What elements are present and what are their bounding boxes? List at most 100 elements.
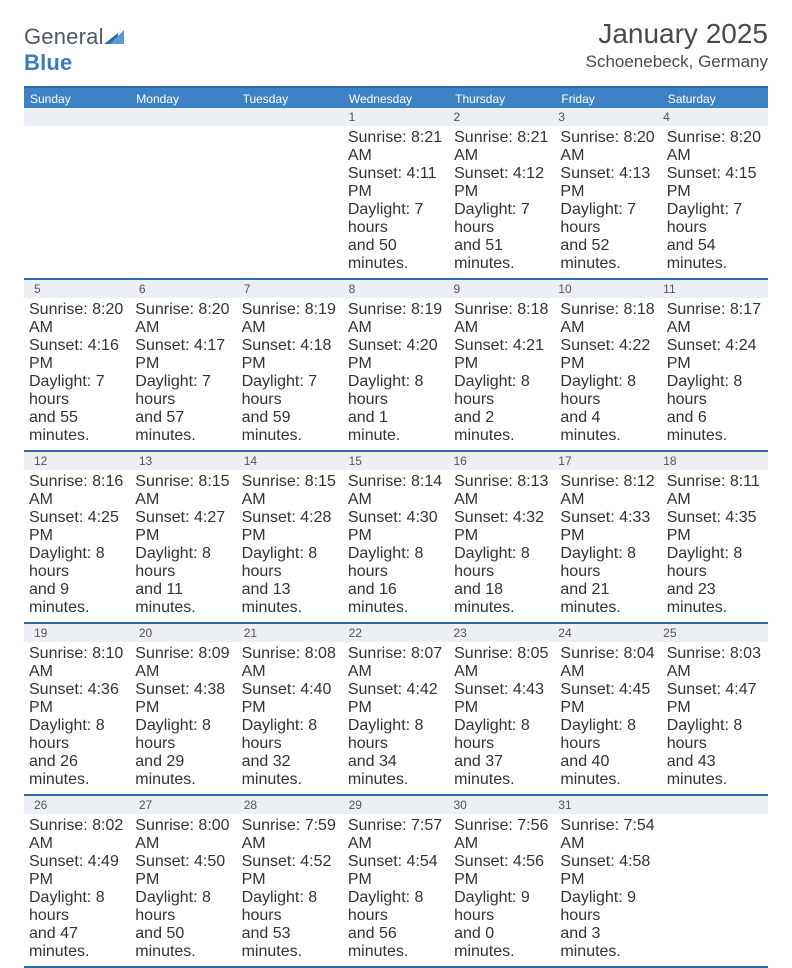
day-info: Sunrise: 8:02 AMSunset: 4:49 PMDaylight:… <box>29 817 125 961</box>
sunrise-text: Sunrise: 8:05 AM <box>454 645 550 681</box>
day-cell: Sunrise: 8:19 AMSunset: 4:18 PMDaylight:… <box>237 298 343 450</box>
day-number: 17 <box>553 454 658 468</box>
day-number: 22 <box>344 626 449 640</box>
day-info: Sunrise: 8:10 AMSunset: 4:36 PMDaylight:… <box>29 645 125 789</box>
sunrise-text: Sunrise: 8:18 AM <box>560 301 656 337</box>
day-number: 6 <box>134 282 239 296</box>
day-number <box>134 110 239 124</box>
daylight-line2: and 37 minutes. <box>454 753 550 789</box>
day-cell: Sunrise: 7:54 AMSunset: 4:58 PMDaylight:… <box>555 814 661 966</box>
sunrise-text: Sunrise: 7:54 AM <box>560 817 656 853</box>
daylight-line1: Daylight: 8 hours <box>560 717 656 753</box>
daylight-line1: Daylight: 8 hours <box>135 889 231 925</box>
dow-saturday: Saturday <box>662 88 768 108</box>
daylight-line1: Daylight: 8 hours <box>29 889 125 925</box>
daylight-line2: and 6 minutes. <box>667 409 763 445</box>
day-info: Sunrise: 8:18 AMSunset: 4:21 PMDaylight:… <box>454 301 550 445</box>
day-info: Sunrise: 8:20 AMSunset: 4:17 PMDaylight:… <box>135 301 231 445</box>
logo: GeneralBlue <box>24 24 124 76</box>
day-cell: Sunrise: 8:10 AMSunset: 4:36 PMDaylight:… <box>24 642 130 794</box>
day-cell: Sunrise: 8:05 AMSunset: 4:43 PMDaylight:… <box>449 642 555 794</box>
daylight-line1: Daylight: 7 hours <box>29 373 125 409</box>
day-cell: Sunrise: 8:03 AMSunset: 4:47 PMDaylight:… <box>662 642 768 794</box>
week-row: 262728293031Sunrise: 8:02 AMSunset: 4:49… <box>24 796 768 968</box>
daylight-line1: Daylight: 8 hours <box>242 545 338 581</box>
week-row: 19202122232425Sunrise: 8:10 AMSunset: 4:… <box>24 624 768 796</box>
sunrise-text: Sunrise: 8:09 AM <box>135 645 231 681</box>
calendar-document: { "logo": { "text_general": "General", "… <box>0 0 792 612</box>
day-info: Sunrise: 8:03 AMSunset: 4:47 PMDaylight:… <box>667 645 763 789</box>
daylight-line2: and 52 minutes. <box>560 237 656 273</box>
daylight-line2: and 53 minutes. <box>242 925 338 961</box>
day-number: 10 <box>553 282 658 296</box>
day-of-week-row: Sunday Monday Tuesday Wednesday Thursday… <box>24 86 768 108</box>
sunset-text: Sunset: 4:21 PM <box>454 337 550 373</box>
daylight-line1: Daylight: 7 hours <box>667 201 763 237</box>
day-cell: Sunrise: 7:56 AMSunset: 4:56 PMDaylight:… <box>449 814 555 966</box>
day-number: 25 <box>658 626 763 640</box>
day-number: 24 <box>553 626 658 640</box>
day-number-strip: 1234 <box>24 108 768 126</box>
sunrise-text: Sunrise: 7:56 AM <box>454 817 550 853</box>
day-info: Sunrise: 8:16 AMSunset: 4:25 PMDaylight:… <box>29 473 125 617</box>
day-cell: Sunrise: 7:57 AMSunset: 4:54 PMDaylight:… <box>343 814 449 966</box>
day-cell: Sunrise: 8:08 AMSunset: 4:40 PMDaylight:… <box>237 642 343 794</box>
day-info: Sunrise: 8:04 AMSunset: 4:45 PMDaylight:… <box>560 645 656 789</box>
day-info: Sunrise: 8:07 AMSunset: 4:42 PMDaylight:… <box>348 645 444 789</box>
sunrise-text: Sunrise: 8:20 AM <box>135 301 231 337</box>
day-cell: Sunrise: 8:20 AMSunset: 4:13 PMDaylight:… <box>555 126 661 278</box>
sunset-text: Sunset: 4:35 PM <box>667 509 763 545</box>
daylight-line2: and 54 minutes. <box>667 237 763 273</box>
week-row: 567891011Sunrise: 8:20 AMSunset: 4:16 PM… <box>24 280 768 452</box>
sunrise-text: Sunrise: 8:13 AM <box>454 473 550 509</box>
daylight-line1: Daylight: 8 hours <box>242 889 338 925</box>
sunrise-text: Sunrise: 8:16 AM <box>29 473 125 509</box>
sunrise-text: Sunrise: 8:19 AM <box>348 301 444 337</box>
day-info: Sunrise: 8:18 AMSunset: 4:22 PMDaylight:… <box>560 301 656 445</box>
sunrise-text: Sunrise: 8:02 AM <box>29 817 125 853</box>
day-number: 23 <box>448 626 553 640</box>
daylight-line1: Daylight: 8 hours <box>348 717 444 753</box>
day-cell: Sunrise: 8:15 AMSunset: 4:27 PMDaylight:… <box>130 470 236 622</box>
weeks-container: 1234Sunrise: 8:21 AMSunset: 4:11 PMDayli… <box>24 108 768 968</box>
day-number: 5 <box>29 282 134 296</box>
sunset-text: Sunset: 4:36 PM <box>29 681 125 717</box>
day-info: Sunrise: 7:54 AMSunset: 4:58 PMDaylight:… <box>560 817 656 961</box>
sunrise-text: Sunrise: 8:15 AM <box>135 473 231 509</box>
sunrise-text: Sunrise: 7:59 AM <box>242 817 338 853</box>
week-body: Sunrise: 8:10 AMSunset: 4:36 PM Daylight:… <box>24 642 768 794</box>
day-number: 30 <box>448 798 553 812</box>
day-number: 31 <box>553 798 658 812</box>
title-block: January 2025 Schoenebeck, Germany <box>586 18 768 72</box>
sunrise-text: Sunrise: 8:10 AM <box>29 645 125 681</box>
day-info: Sunrise: 8:13 AMSunset: 4:32 PMDaylight:… <box>454 473 550 617</box>
day-info: Sunrise: 8:12 AMSunset: 4:33 PMDaylight:… <box>560 473 656 617</box>
day-cell: Sunrise: 8:02 AMSunset: 4:49 PMDaylight:… <box>24 814 130 966</box>
dow-friday: Friday <box>555 88 661 108</box>
day-number-strip: 567891011 <box>24 280 768 298</box>
daylight-line1: Daylight: 7 hours <box>454 201 550 237</box>
daylight-line1: Daylight: 8 hours <box>454 717 550 753</box>
sunset-text: Sunset: 4:15 PM <box>667 165 763 201</box>
daylight-line2: and 3 minutes. <box>560 925 656 961</box>
sunrise-text: Sunrise: 8:21 AM <box>454 129 550 165</box>
day-info: Sunrise: 8:08 AMSunset: 4:40 PMDaylight:… <box>242 645 338 789</box>
daylight-line1: Daylight: 7 hours <box>348 201 444 237</box>
day-info: Sunrise: 8:09 AMSunset: 4:38 PMDaylight:… <box>135 645 231 789</box>
dow-thursday: Thursday <box>449 88 555 108</box>
month-title: January 2025 <box>586 18 768 50</box>
day-cell: Sunrise: 8:07 AMSunset: 4:42 PMDaylight:… <box>343 642 449 794</box>
daylight-line1: Daylight: 7 hours <box>242 373 338 409</box>
day-number: 12 <box>29 454 134 468</box>
week-body: Sunrise: 8:20 AMSunset: 4:16 PMDaylight:… <box>24 298 768 450</box>
sunset-text: Sunset: 4:24 PM <box>667 337 763 373</box>
sunset-text: Sunset: 4:30 PM <box>348 509 444 545</box>
daylight-line1: Daylight: 8 hours <box>135 545 231 581</box>
dow-tuesday: Tuesday <box>237 88 343 108</box>
day-number: 1 <box>344 110 449 124</box>
daylight-line1: Daylight: 8 hours <box>348 545 444 581</box>
sunrise-text: Sunrise: 8:00 AM <box>135 817 231 853</box>
day-number: 14 <box>239 454 344 468</box>
logo-triangle-icon <box>104 24 124 38</box>
day-info: Sunrise: 7:59 AMSunset: 4:52 PMDaylight:… <box>242 817 338 961</box>
